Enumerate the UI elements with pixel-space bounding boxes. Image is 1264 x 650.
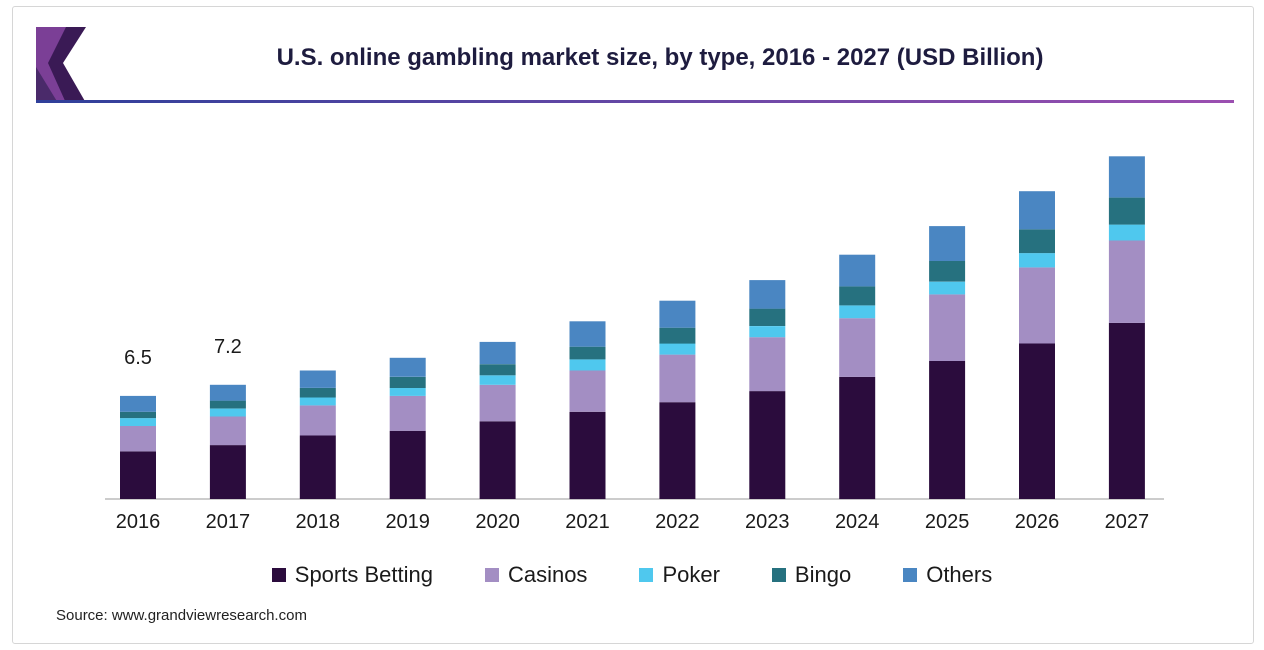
x-tick-label-2027: 2027 [1105,511,1150,533]
bar-segment-bingo-2020 [479,364,516,376]
x-tick-label-2019: 2019 [385,511,430,533]
bar-segment-bingo-2018 [299,388,336,398]
bar-segment-poker-2027 [1108,224,1145,241]
legend-label: Bingo [794,562,852,587]
bar-segment-casinos-2022 [659,354,696,403]
bar-segment-casinos-2024 [839,318,876,377]
bar-segment-bingo-2025 [929,261,966,282]
bar-segment-sports-betting-2024 [839,376,876,500]
bar-segment-bingo-2022 [659,327,696,344]
bar-segment-sports-betting-2023 [749,391,786,499]
x-tick-label-2020: 2020 [475,511,520,533]
bar-segment-poker-2020 [479,375,516,385]
legend-swatch [903,568,918,582]
bar-segment-others-2019 [389,357,426,377]
bar-segment-others-2017 [209,384,246,401]
bar-segment-bingo-2017 [209,400,246,409]
bar-segment-casinos-2016 [120,426,156,452]
bar-segment-others-2020 [479,341,516,365]
bar-segment-casinos-2019 [389,395,426,431]
bar-segment-casinos-2017 [209,416,246,446]
legend-item-others: Others [903,562,992,588]
bar-segment-poker-2021 [569,359,606,371]
x-tick-label-2023: 2023 [745,511,790,533]
bar-segment-others-2024 [839,254,876,287]
bar-segment-others-2022 [659,300,696,328]
bar-segment-poker-2016 [120,418,156,426]
bar-segment-bingo-2023 [749,308,786,326]
bar-segment-others-2025 [929,226,966,261]
bar-segment-casinos-2021 [569,370,606,412]
bar-segment-sports-betting-2020 [479,421,516,499]
stacked-bar-chart: 2016 2017 2018 2019 2020 2021 2022 2023 2024 2025… [105,156,1164,533]
bar-segment-sports-betting-2017 [209,445,246,499]
legend-swatch [771,568,786,582]
legend-label: Others [926,562,993,587]
bar-segment-others-2016 [120,395,156,412]
bar-segment-casinos-2027 [1108,240,1145,323]
bar-segment-bingo-2026 [1019,229,1055,254]
bar-segment-sports-betting-2018 [299,435,336,499]
bar-segment-casinos-2018 [299,405,336,436]
x-tick-label-2021: 2021 [565,511,610,533]
bar-segment-poker-2023 [749,326,786,338]
bar-segment-others-2026 [1019,191,1055,230]
bar-segment-others-2023 [749,280,786,309]
bar-segment-bingo-2021 [569,346,606,360]
bar-segment-poker-2025 [929,281,966,295]
x-tick-label-2017: 2017 [206,511,251,533]
bar-segment-bingo-2019 [389,376,426,388]
bar-segment-sports-betting-2016 [120,451,156,499]
x-tick-label-2016: 2016 [116,511,161,533]
legend-label: Poker [662,562,720,587]
x-tick-label-2022: 2022 [655,511,700,533]
x-tick-label-2025: 2025 [925,511,970,533]
bar-segment-sports-betting-2021 [569,411,606,500]
legend-label: Sports Betting [294,562,433,587]
bar-segment-poker-2022 [659,343,696,355]
x-tick-label-2018: 2018 [296,511,341,533]
source-note: Source: www.grandviewresearch.com [56,607,307,624]
bar-segment-sports-betting-2019 [389,430,426,499]
legend-item-poker: Poker [639,562,720,588]
data-label-2016: 6.5 [124,347,152,369]
legend-swatch [639,568,654,582]
bar-segment-sports-betting-2026 [1019,343,1055,499]
bar-segment-bingo-2016 [120,411,156,419]
bar-segment-poker-2024 [839,305,876,319]
bar-segment-casinos-2020 [479,384,516,422]
bar-segment-poker-2018 [299,397,336,406]
legend-item-casinos: Casinos [484,562,588,588]
bar-segment-sports-betting-2027 [1108,322,1145,499]
data-label-2017: 7.2 [214,336,242,358]
bar-segment-casinos-2025 [929,294,966,361]
bar-segment-bingo-2024 [839,286,876,306]
legend-swatch [271,568,286,582]
bar-segment-others-2027 [1108,156,1145,198]
legend-item-sports-betting: Sports Betting [271,562,433,588]
legend-item-bingo: Bingo [771,562,852,588]
brand-logo-icon [36,27,86,103]
bar-segment-poker-2026 [1019,253,1055,268]
x-tick-label-2026: 2026 [1015,511,1060,533]
x-tick-label-2024: 2024 [835,511,880,533]
bar-segment-sports-betting-2022 [659,402,696,499]
bar-segment-others-2018 [299,370,336,388]
bar-segment-casinos-2023 [749,337,786,392]
bar-segment-sports-betting-2025 [929,361,966,499]
bar-segment-others-2021 [569,321,606,347]
legend-swatch [484,568,499,582]
bar-segment-poker-2017 [209,408,246,417]
bar-segment-bingo-2027 [1108,197,1145,225]
bar-segment-casinos-2026 [1019,267,1055,344]
legend-label: Casinos [507,562,588,587]
bar-segment-poker-2019 [389,388,426,396]
title-underline [36,100,1234,103]
chart-title: U.S. online gambling market size, by typ… [276,44,1044,71]
chart-legend: Sports Betting Casinos Poker Bingo Others [0,562,1264,588]
